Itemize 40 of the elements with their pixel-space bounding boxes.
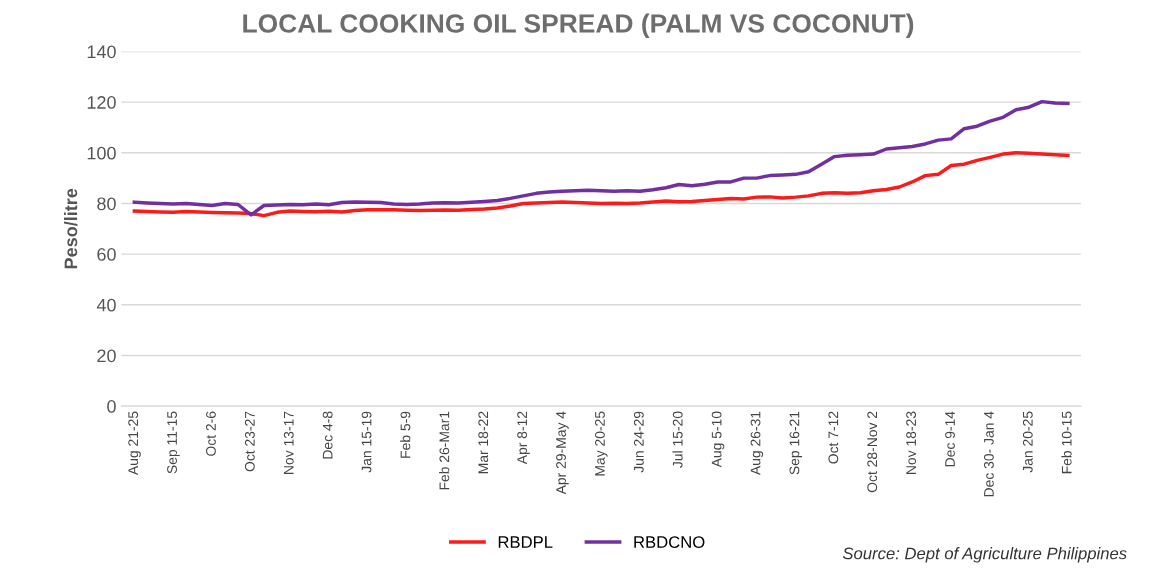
x-tick-label: Oct 23-27 <box>244 411 255 472</box>
x-tick-label: Jan 20-25 <box>1022 411 1033 473</box>
x-tick-label: Feb 26-Mar1 <box>439 411 450 490</box>
y-tick-label: 140 <box>87 45 116 59</box>
y-tick-label: 40 <box>96 298 116 312</box>
x-tick-label: Nov 13-17 <box>283 411 294 474</box>
x-tick-label: Jun 24-29 <box>633 411 644 473</box>
x-tick-label: Dec 4-8 <box>322 411 333 459</box>
chart-title: LOCAL COOKING OIL SPREAD (PALM VS COCONUT) <box>243 13 914 39</box>
x-tick-label: Mar 18-22 <box>478 411 489 474</box>
y-tick-label: 20 <box>97 349 116 363</box>
y-tick-label: 120 <box>87 96 116 109</box>
x-tick-label: Aug 21-25 <box>128 411 141 476</box>
x-tick-label: Oct 28-Nov 2 <box>867 411 878 493</box>
legend-label: RBDCNO <box>634 536 705 548</box>
y-tick-label: 80 <box>97 197 116 211</box>
y-tick-label: 60 <box>97 248 116 261</box>
x-tick-label: Oct 2-6 <box>206 411 216 456</box>
y-tick-label: 0 <box>107 400 116 413</box>
x-tick-label: Jan 15-19 <box>361 411 372 473</box>
x-tick-label: Feb 10-15 <box>1061 411 1072 474</box>
x-tick-label: May 20-25 <box>595 411 608 476</box>
y-axis-title: Peso/litre <box>64 188 78 269</box>
x-tick-label: Oct 7-12 <box>828 411 839 464</box>
x-tick-label: Aug 26-31 <box>750 411 764 476</box>
x-tick-label: Apr 29-May 4 <box>556 411 569 495</box>
x-tick-label: Dec 30- Jan 4 <box>983 411 994 497</box>
x-tick-label: Feb 5-9 <box>400 411 411 458</box>
legend-label: RBDPL <box>498 536 553 548</box>
x-tick-label: Sep 16-21 <box>789 411 803 475</box>
x-tick-label: Dec 9-14 <box>945 411 955 467</box>
x-tick-label: Nov 18-23 <box>906 411 917 474</box>
line-series <box>132 99 1070 217</box>
x-tick-label: Apr 8-12 <box>517 411 530 465</box>
line-series <box>132 151 1070 218</box>
source-note: Source: Dept of Agriculture Philippines <box>842 547 1127 563</box>
x-tick-label: Jul 15-20 <box>672 411 683 468</box>
x-tick-label: Aug 5-10 <box>711 411 725 468</box>
y-tick-label: 100 <box>87 146 116 160</box>
x-tick-label: Sep 11-15 <box>167 411 180 474</box>
